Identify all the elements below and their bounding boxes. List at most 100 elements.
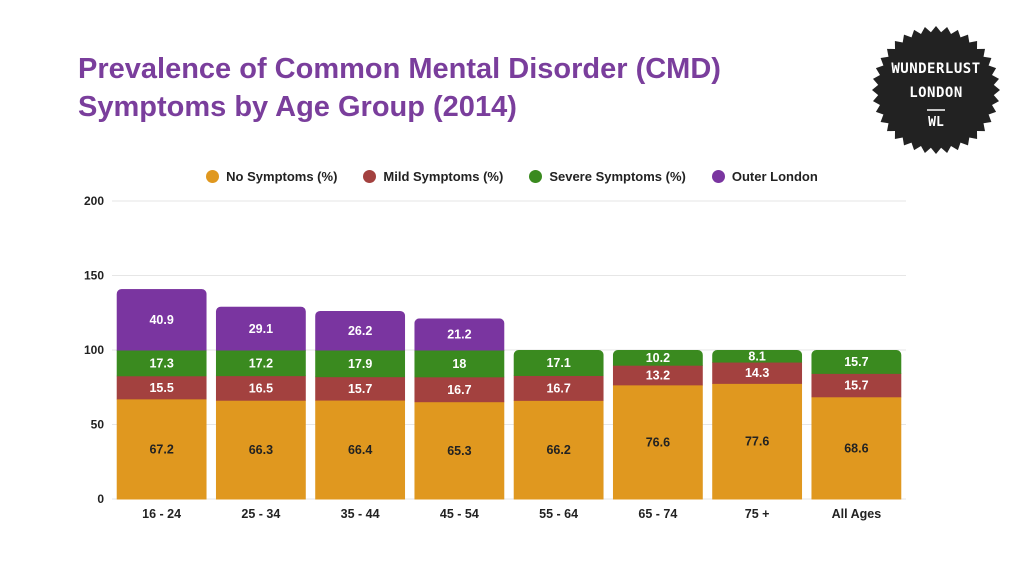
- data-label: 26.2: [348, 324, 372, 338]
- bar-segment: [513, 400, 604, 500]
- bar-segment: [215, 306, 306, 351]
- data-label: 65.3: [447, 444, 471, 458]
- legend-item-severe-symptoms: Severe Symptoms (%): [529, 166, 686, 186]
- y-tick-label: 150: [84, 269, 104, 283]
- data-label: 68.6: [844, 441, 868, 455]
- bar-segment: [811, 350, 902, 374]
- data-label: 29.1: [249, 322, 273, 336]
- data-label: 66.2: [546, 443, 570, 457]
- legend-label-no-symptoms: No Symptoms (%): [226, 168, 338, 184]
- legend-item-outer-london: Outer London: [711, 166, 818, 186]
- logo-text-line-2: LONDON: [909, 85, 963, 101]
- data-label: 21.2: [447, 328, 471, 342]
- logo-mark: WL: [928, 115, 944, 130]
- bar-stack: [116, 289, 207, 500]
- bar-segment: [215, 375, 306, 401]
- data-label: 67.2: [149, 442, 173, 456]
- data-label: 76.6: [646, 435, 670, 449]
- logo-seal-shape: [872, 26, 1000, 154]
- data-label: 15.7: [844, 355, 868, 369]
- bar-stack: [513, 350, 604, 500]
- data-label: 66.4: [348, 443, 372, 457]
- bar-segment: [612, 350, 703, 366]
- chart-title-line-2: Symptoms by Age Group (2014): [78, 91, 517, 123]
- bar-segment: [712, 362, 803, 384]
- bar-segment: [315, 400, 406, 500]
- data-label: 66.3: [249, 443, 273, 457]
- legend-label-mild-symptoms: Mild Symptoms (%): [383, 168, 504, 184]
- bar-segment: [513, 375, 604, 401]
- chart-title: Prevalence of Common Mental Disorder (CM…: [78, 50, 798, 126]
- data-label: 18: [452, 357, 466, 371]
- bar-segment: [414, 318, 505, 351]
- data-label: 10.2: [646, 351, 670, 365]
- bar-segment: [315, 350, 406, 378]
- x-tick-label: 65 - 74: [638, 507, 677, 521]
- logo-seal: WUNDERLUST LONDON WL: [872, 26, 1000, 154]
- data-label: 15.5: [149, 381, 173, 395]
- bar-segment: [116, 350, 207, 377]
- legend-label-severe-symptoms: Severe Symptoms (%): [549, 168, 686, 184]
- wunderlust-london-logo: WUNDERLUST LONDON WL: [870, 24, 1002, 156]
- bar-segment: [116, 375, 207, 400]
- data-label: 17.2: [249, 356, 273, 370]
- bar-segment: [513, 350, 604, 376]
- bar-segment: [414, 350, 505, 378]
- y-tick-label: 200: [84, 194, 104, 208]
- bar-segment: [215, 400, 306, 500]
- chart-legend: No Symptoms (%) Mild Symptoms (%) Severe…: [0, 166, 1024, 186]
- bar-segment: [116, 398, 207, 500]
- data-label: 40.9: [149, 313, 173, 327]
- bar-segment: [712, 383, 803, 500]
- y-tick-label: 50: [91, 418, 105, 432]
- bar-segment: [612, 365, 703, 386]
- data-label: 16.7: [447, 383, 471, 397]
- legend-swatch-no-symptoms: [206, 169, 220, 183]
- x-tick-label: All Ages: [832, 507, 882, 521]
- bar-stack: [215, 306, 306, 500]
- bar-segment: [116, 289, 207, 351]
- legend-swatch-outer-london: [711, 169, 725, 183]
- bar-segment: [811, 396, 902, 500]
- data-label: 8.1: [748, 350, 765, 364]
- bar-stack: [315, 310, 406, 500]
- bar-segment: [414, 376, 505, 403]
- legend-swatch-severe-symptoms: [529, 169, 543, 183]
- bar-stack: [612, 350, 703, 500]
- bar-segment: [315, 376, 406, 401]
- data-label: 14.3: [745, 366, 769, 380]
- data-label: 16.5: [249, 381, 273, 395]
- data-label: 13.2: [646, 369, 670, 383]
- chart-title-line-1: Prevalence of Common Mental Disorder (CM…: [78, 53, 721, 85]
- x-tick-label: 75 +: [745, 507, 770, 521]
- x-tick-label: 25 - 34: [241, 507, 280, 521]
- x-tick-label: 35 - 44: [341, 507, 380, 521]
- data-label: 77.6: [745, 435, 769, 449]
- data-label: 17.3: [149, 356, 173, 370]
- data-label: 15.7: [348, 382, 372, 396]
- bar-stack: [414, 318, 505, 500]
- bar-stack: [811, 350, 902, 500]
- bar-segment: [414, 401, 505, 500]
- legend-label-outer-london: Outer London: [731, 168, 818, 184]
- bar-segment: [811, 373, 902, 398]
- y-tick-label: 0: [97, 492, 104, 506]
- data-label: 16.7: [546, 381, 570, 395]
- y-tick-label: 100: [84, 343, 104, 357]
- data-label: 15.7: [844, 379, 868, 393]
- bar-segment: [612, 384, 703, 500]
- x-tick-label: 45 - 54: [440, 507, 479, 521]
- bar-stack: [712, 350, 803, 500]
- x-tick-label: 55 - 64: [539, 507, 578, 521]
- x-tick-label: 16 - 24: [142, 507, 181, 521]
- logo-text-line-1: WUNDERLUST: [891, 61, 980, 77]
- bar-segment: [712, 350, 803, 363]
- legend-swatch-mild-symptoms: [363, 169, 377, 183]
- bar-segment: [315, 310, 406, 351]
- legend-item-mild-symptoms: Mild Symptoms (%): [363, 166, 503, 186]
- data-label: 17.9: [348, 357, 372, 371]
- data-label: 17.1: [546, 356, 570, 370]
- legend-item-no-symptoms: No Symptoms (%): [206, 166, 337, 186]
- bar-segment: [215, 350, 306, 377]
